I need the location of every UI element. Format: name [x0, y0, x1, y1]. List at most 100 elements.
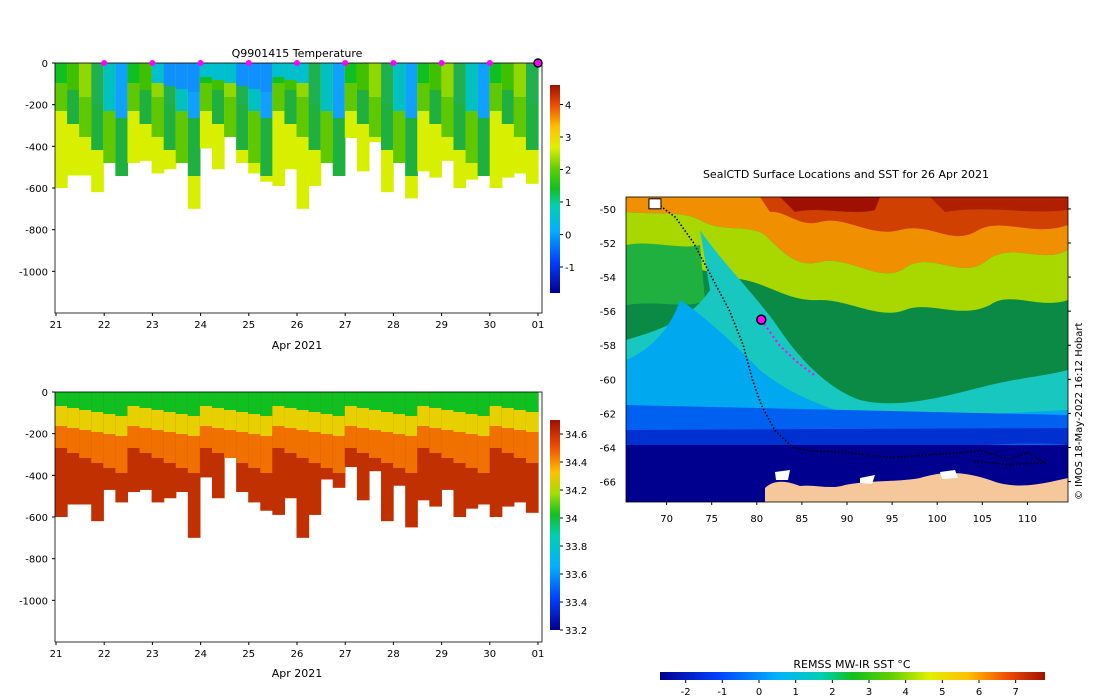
salinity-xtick-label: 30 — [483, 649, 496, 660]
salinity-halocline — [525, 412, 539, 432]
salinity-surface-layer — [272, 392, 286, 406]
salinity-halocline — [67, 408, 80, 428]
sst-colorbar — [660, 672, 1045, 680]
salinity-halocline — [477, 416, 491, 436]
temperature-surface-layer — [55, 63, 68, 83]
temperature-mid-layer — [127, 83, 141, 111]
salinity-surface-layer — [103, 392, 116, 414]
sst-map-title: SealCTD Surface Locations and SST for 26… — [703, 168, 989, 181]
salinity-deep-layer — [393, 434, 406, 468]
salinity-colorbar — [550, 420, 560, 630]
temperature-colorbar — [550, 85, 560, 293]
temperature-surface-layer — [67, 63, 80, 90]
temperature-mid-layer — [453, 104, 467, 150]
profile-marker — [245, 60, 252, 66]
salinity-halocline — [79, 410, 92, 430]
latitude-tick-label: -64 — [600, 443, 616, 454]
temperature-surface-layer — [501, 63, 515, 90]
salinity-halocline — [187, 416, 201, 436]
salinity-surface-layer — [429, 392, 442, 408]
current-location-marker — [756, 314, 767, 325]
salinity-xtick-label: 23 — [146, 649, 159, 660]
salinity-halocline — [248, 414, 261, 434]
salinity-surface-layer — [405, 392, 418, 416]
salinity-halocline — [199, 406, 213, 426]
salinity-y-axis: 0 -200 -400 -600 -800 -1000 — [19, 388, 55, 607]
longitude-tick-label: 70 — [660, 514, 673, 525]
temperature-mid-layer — [489, 83, 503, 111]
salinity-panel: 0-200-400-600-800-1000 21 22 23 24 25 26 27 28 2… — [19, 388, 587, 680]
salinity-deep-layer — [296, 430, 310, 458]
temperature-profiles — [55, 63, 539, 209]
salinity-surface-layer — [525, 392, 539, 412]
salinity-surface-layer — [465, 392, 479, 414]
salinity-halocline — [103, 414, 116, 434]
temperature-xtick-label: 01 — [532, 320, 545, 331]
temperature-ytick-label: -200 — [25, 101, 48, 112]
temperature-mid-layer — [248, 111, 261, 163]
salinity-surface-layer — [453, 392, 467, 412]
temperature-cold-layer — [260, 63, 273, 92]
salinity-halocline — [405, 416, 418, 436]
temperature-mid-layer — [417, 83, 430, 111]
salinity-deep-layer — [55, 426, 68, 448]
temperature-mid-layer — [381, 104, 394, 150]
salinity-deep-layer — [501, 428, 515, 453]
salinity-surface-layer — [175, 392, 189, 414]
salinity-deep-layer — [79, 430, 92, 458]
colorbar-tick-label: 3 — [565, 133, 571, 144]
salinity-halocline — [91, 412, 104, 432]
temperature-mid-layer — [477, 118, 491, 176]
salinity-deep-layer — [332, 436, 346, 473]
salinity-halocline — [368, 410, 382, 430]
sst-colorbar-tick-label: 6 — [976, 687, 982, 698]
temperature-xtick-label: 24 — [194, 320, 207, 331]
longitude-tick-label: 75 — [705, 514, 718, 525]
temperature-cold-layer — [187, 63, 201, 92]
temperature-mid-layer — [139, 90, 153, 124]
salinity-halocline — [296, 410, 310, 430]
salinity-halocline — [320, 414, 334, 434]
salinity-halocline — [393, 414, 406, 434]
temperature-surface-layer — [453, 63, 467, 104]
colorbar-tick-label: -1 — [565, 263, 575, 274]
colorbar-tick-label: 1 — [565, 198, 571, 209]
profile-markers — [101, 58, 543, 68]
temperature-cold-layer — [175, 63, 189, 89]
profile-marker — [342, 60, 349, 66]
latitude-tick-label: -50 — [600, 205, 616, 216]
salinity-halocline — [381, 412, 394, 432]
salinity-profiles — [55, 392, 539, 538]
colorbar-tick-label: 33.8 — [565, 542, 587, 553]
salinity-ytick-label: -400 — [25, 471, 48, 482]
temperature-surface-layer — [477, 63, 491, 118]
temperature-surface-layer — [368, 63, 382, 97]
salinity-surface-layer — [393, 392, 406, 414]
sst-colorbar-tick-label: 5 — [939, 687, 945, 698]
current-profile-marker — [533, 58, 543, 68]
salinity-xtick-label: 28 — [387, 649, 400, 660]
salinity-surface-layer — [477, 392, 491, 416]
temperature-mid-layer — [465, 111, 479, 163]
temperature-mid-layer — [115, 118, 129, 176]
temperature-mid-layer — [175, 111, 189, 163]
temperature-mid-layer — [405, 118, 418, 176]
salinity-deep-layer — [187, 436, 201, 473]
temperature-cold-layer — [284, 63, 298, 80]
salinity-halocline — [211, 408, 225, 428]
salinity-halocline — [139, 408, 153, 428]
temperature-surface-layer — [344, 63, 358, 83]
temperature-mid-layer — [501, 90, 515, 124]
longitude-tick-label: 85 — [796, 514, 809, 525]
salinity-xtick-label: 21 — [50, 649, 63, 660]
temperature-surface-layer — [103, 63, 116, 111]
temperature-surface-layer — [525, 63, 539, 104]
salinity-deep-layer — [127, 426, 141, 448]
seal-track-line — [657, 203, 1049, 466]
salinity-deep-layer — [175, 434, 189, 468]
latitude-axis: -50 -52 -54 -56 -58 -60 -62 -64 -66 — [600, 205, 1071, 489]
temperature-cold-layer — [211, 63, 225, 80]
temperature-cold-layer — [236, 63, 249, 86]
colorbar-tick-label: 0 — [565, 231, 571, 242]
